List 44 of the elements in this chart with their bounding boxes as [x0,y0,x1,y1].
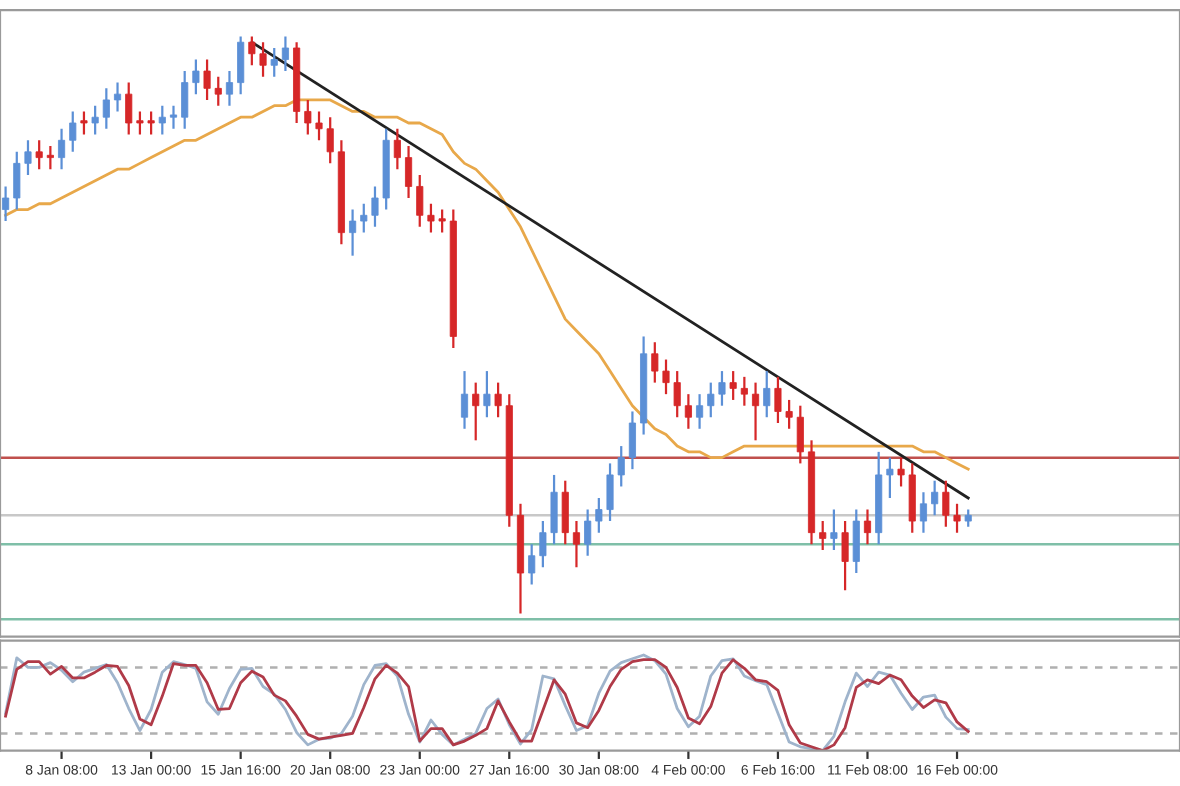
candlestick [281,35,289,73]
candlestick [349,208,357,257]
candlestick [80,110,88,136]
candlestick [158,104,166,136]
candlestick [852,508,860,575]
candlestick [225,69,234,107]
candlestick [91,104,99,136]
candlestick [572,519,581,569]
candlestick [102,87,110,130]
candlestick [684,393,692,430]
candlestick [472,381,480,442]
candlestick [628,410,636,471]
candlestick [931,479,939,517]
candlestick [841,519,849,592]
candlestick [405,144,413,200]
candlestick [584,508,592,557]
candlestick [192,58,200,96]
candlestick [528,543,536,586]
candlestick [169,104,178,130]
candlestick [58,127,66,171]
candlestick [270,46,278,78]
candlestick [393,127,401,171]
candlestick [740,375,748,407]
candlestick [237,35,245,96]
candlestick [819,519,827,552]
candlestick [863,508,872,546]
candlestick [796,404,804,465]
candlestick [494,381,502,419]
candlestick [460,369,469,430]
candlestick [763,369,771,419]
candlestick [696,393,704,430]
candlestick [113,81,122,113]
candlestick [919,491,927,534]
candlestick [483,369,491,419]
candlestick [729,369,737,402]
candlestick [886,456,894,500]
candlestick [830,508,838,552]
candlestick [561,479,569,546]
candlestick [2,185,10,223]
candlestick [69,110,77,153]
candlestick [181,69,189,130]
candlestick [46,144,54,171]
candlestick [35,139,43,171]
candlestick [752,381,760,442]
